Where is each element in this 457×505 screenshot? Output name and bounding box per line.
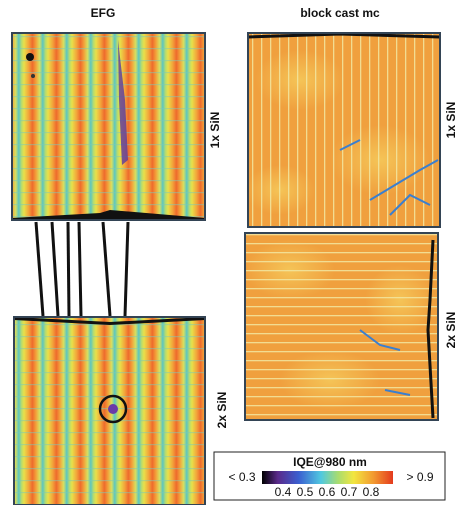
colorbar-tick: 0.6 (319, 485, 336, 499)
mc-map-2x (245, 233, 438, 420)
colorbar-min: < 0.3 (228, 470, 255, 484)
colorbar-title: IQE@980 nm (293, 455, 367, 469)
colorbar: IQE@980 nm < 0.3 > 0.9 0.4 0.5 0.6 0.7 0… (214, 452, 445, 500)
column-title: block cast mc (300, 6, 380, 20)
colorbar-tick: 0.5 (297, 485, 314, 499)
connector-lines (36, 222, 128, 316)
row-label: 2x SiN (215, 392, 229, 429)
colorbar-tick: 0.8 (363, 485, 380, 499)
efg-map-2x (14, 317, 205, 505)
figure: EFG block cast mc 1x SiN 2x SiN (0, 0, 457, 505)
row-label: 1x SiN (208, 112, 222, 149)
row-label: 2x SiN (444, 312, 457, 349)
column-title: EFG (91, 6, 116, 20)
colorbar-tick: 0.7 (341, 485, 358, 499)
efg-map-1x (12, 33, 205, 220)
colorbar-tick: 0.4 (275, 485, 292, 499)
colorbar-max: > 0.9 (406, 470, 433, 484)
row-label: 1x SiN (444, 102, 457, 139)
mc-map-1x (245, 33, 440, 227)
